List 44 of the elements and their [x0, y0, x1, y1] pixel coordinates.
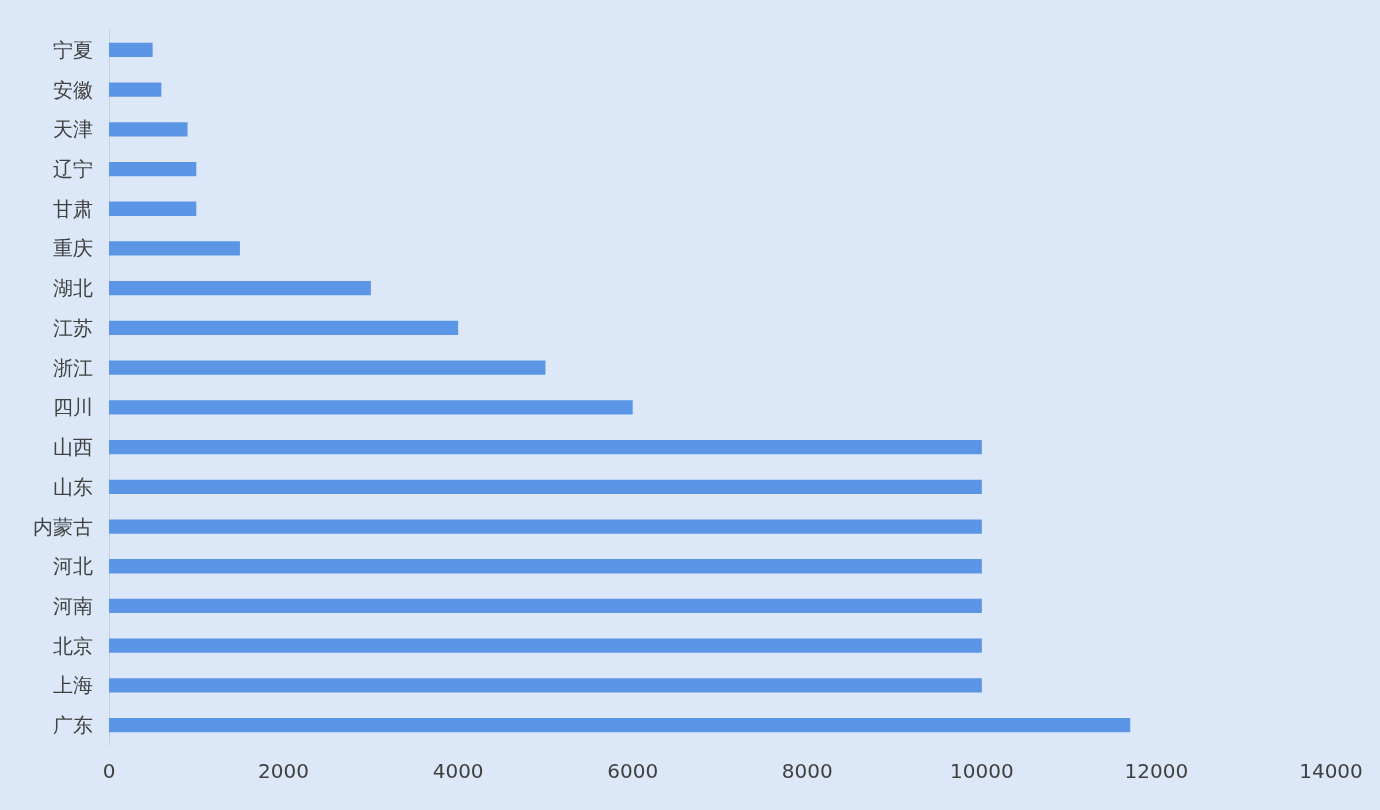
y-tick-label: 内蒙古: [33, 514, 93, 539]
y-tick-label: 江苏: [53, 315, 93, 340]
y-tick-label: 宁夏: [53, 37, 93, 62]
y-tick-label: 北京: [53, 633, 93, 658]
x-tick-label: 2000: [258, 759, 310, 783]
y-tick-label: 四川: [53, 395, 93, 420]
bar: [109, 281, 371, 296]
y-tick-label: 广东: [53, 713, 93, 738]
bar: [109, 122, 188, 137]
bar: [109, 400, 633, 415]
bar: [109, 201, 197, 216]
bar: [109, 598, 982, 614]
bar: [109, 42, 153, 58]
x-tick-label: 0: [102, 759, 116, 783]
y-tick-label: 山西: [53, 435, 93, 460]
y-tick-label: 辽宁: [53, 157, 93, 182]
x-tick-label: 4000: [432, 759, 484, 783]
bar: [109, 479, 982, 494]
y-tick-label: 天津: [53, 117, 93, 142]
bar: [109, 559, 982, 574]
x-tick-label: 10000: [950, 759, 1014, 783]
y-tick-label: 安徽: [53, 77, 93, 102]
bar: [109, 241, 240, 256]
y-tick-label: 湖北: [53, 276, 93, 301]
y-tick-label: 山东: [53, 474, 93, 499]
x-tick-label: 14000: [1299, 759, 1363, 783]
bar: [109, 638, 982, 653]
bar: [109, 519, 982, 534]
y-tick-label: 浙江: [53, 355, 93, 380]
bar: [109, 161, 197, 177]
bar: [109, 439, 982, 455]
bar: [109, 320, 459, 336]
bar: [109, 678, 982, 693]
y-tick-label: 重庆: [53, 236, 93, 261]
y-tick-label: 上海: [53, 673, 93, 698]
bar: [109, 360, 546, 375]
y-tick-label: 河北: [53, 554, 93, 579]
x-tick-label: 6000: [607, 759, 659, 783]
bar: [109, 82, 162, 97]
x-tick-label: 8000: [781, 759, 833, 783]
x-tick-label: 12000: [1124, 759, 1189, 783]
bar: [109, 717, 1131, 733]
y-tick-label: 河南: [53, 593, 93, 618]
y-tick-label: 甘肃: [53, 196, 93, 221]
